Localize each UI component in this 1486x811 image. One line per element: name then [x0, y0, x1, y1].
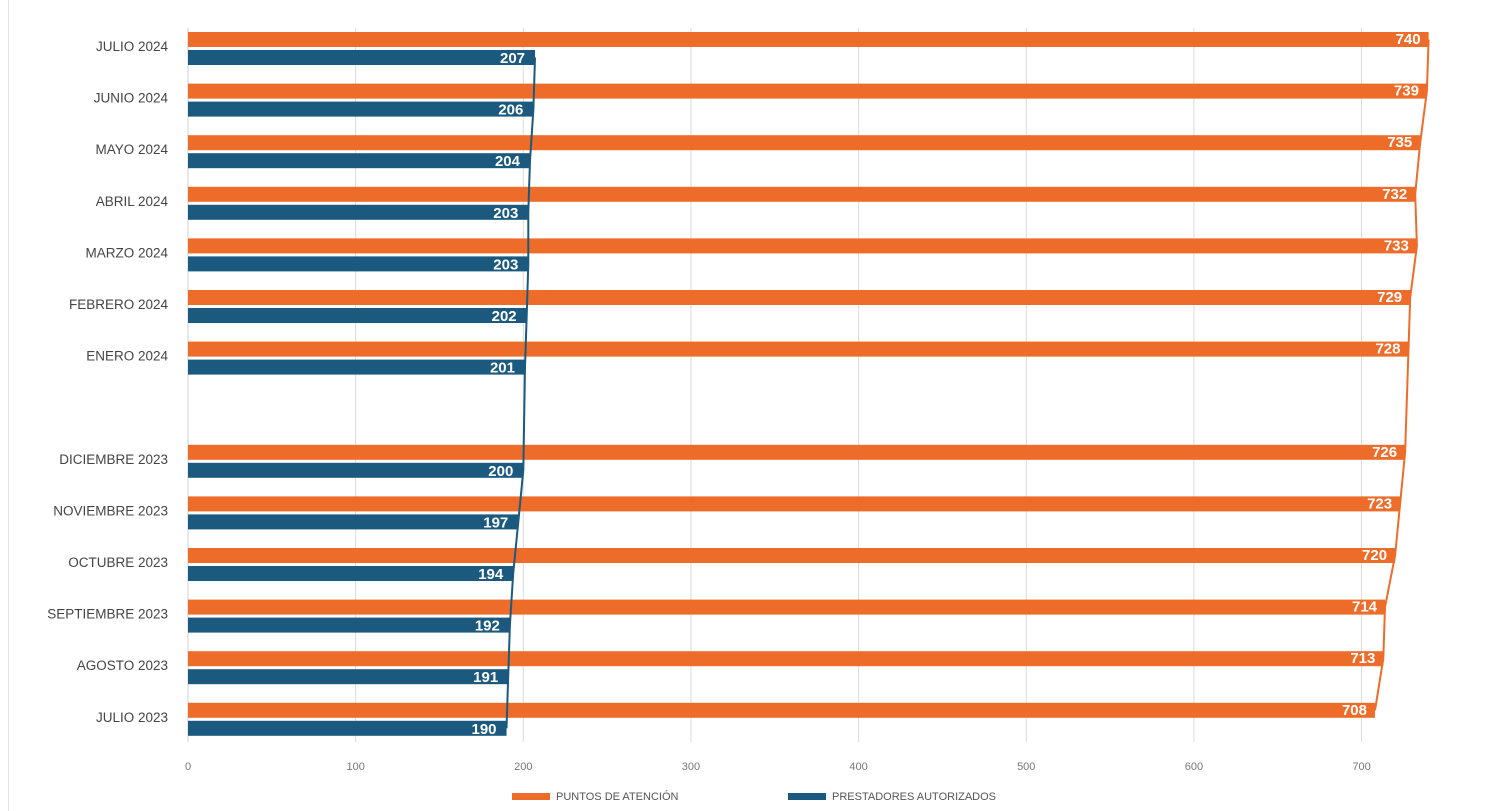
category-label: NOVIEMBRE 2023 [53, 503, 168, 518]
bar-prestadores-autorizados [188, 308, 527, 323]
bar-prestadores-autorizados [188, 256, 529, 272]
legend-swatch-puntos [512, 793, 550, 800]
bar-prestadores-autorizados [188, 566, 514, 581]
data-label-puntos: 713 [1350, 650, 1375, 667]
legend-swatch-prestadores [788, 793, 826, 800]
data-label-puntos: 720 [1362, 547, 1387, 564]
x-tick-label: 700 [1352, 761, 1370, 773]
x-tick-label: 0 [185, 761, 191, 773]
bar-puntos-de-atencion [188, 548, 1396, 563]
bar-prestadores-autorizados [188, 720, 507, 736]
data-label-puntos: 728 [1375, 341, 1400, 358]
bar-prestadores-autorizados [188, 50, 536, 65]
data-label-prestadores: 206 [498, 102, 523, 119]
x-tick-label: 600 [1185, 761, 1203, 773]
bar-puntos-de-atencion [188, 290, 1411, 305]
bar-puntos-de-atencion [188, 238, 1417, 254]
data-label-prestadores: 204 [495, 153, 521, 170]
bar-puntos-de-atencion [188, 186, 1416, 202]
data-label-prestadores: 197 [483, 514, 508, 531]
data-label-prestadores: 203 [493, 256, 518, 273]
data-label-puntos: 739 [1394, 83, 1419, 100]
legend-label-prestadores: PRESTADORES AUTORIZADOS [832, 791, 996, 803]
legend-label-puntos: PUNTOS DE ATENCIÓN [556, 790, 679, 803]
data-label-prestadores: 201 [490, 360, 515, 377]
category-label: JUNIO 2024 [94, 91, 169, 106]
bar-puntos-de-atencion [188, 651, 1384, 667]
bar-prestadores-autorizados [188, 617, 510, 633]
data-label-puntos: 735 [1387, 134, 1412, 151]
data-label-puntos: 714 [1352, 599, 1378, 616]
category-label: OCTUBRE 2023 [68, 555, 168, 570]
bar-puntos-de-atencion [188, 32, 1429, 47]
left-border-line [8, 0, 9, 811]
data-label-prestadores: 192 [475, 618, 500, 635]
data-label-prestadores: 194 [478, 566, 504, 583]
data-label-prestadores: 190 [472, 721, 497, 738]
bar-puntos-de-atencion [188, 702, 1375, 718]
trend-line-prestadores [505, 57, 536, 729]
category-label: JULIO 2024 [96, 39, 169, 54]
bar-prestadores-autorizados [188, 462, 524, 478]
bar-puntos-de-atencion [188, 599, 1386, 615]
bar-puntos-de-atencion [188, 83, 1427, 99]
bar-puntos-de-atencion [188, 135, 1421, 151]
trend-line-puntos [1374, 39, 1430, 711]
category-label: MARZO 2024 [85, 245, 168, 260]
x-tick-label: 400 [849, 761, 867, 773]
data-label-puntos: 740 [1396, 31, 1421, 48]
data-label-prestadores: 202 [492, 308, 517, 325]
category-label: MAYO 2024 [95, 142, 168, 157]
bar-prestadores-autorizados [188, 204, 529, 220]
category-label: JULIO 2023 [96, 710, 168, 725]
x-tick-label: 100 [346, 761, 364, 773]
category-label: FEBRERO 2024 [69, 297, 169, 312]
category-label: ABRIL 2024 [96, 194, 169, 209]
data-label-prestadores: 200 [488, 463, 513, 480]
category-label: ENERO 2024 [86, 349, 168, 364]
data-label-prestadores: 207 [500, 50, 525, 67]
x-tick-label: 500 [1017, 761, 1035, 773]
data-label-prestadores: 203 [493, 205, 518, 222]
bar-prestadores-autorizados [188, 153, 531, 169]
category-label: AGOSTO 2023 [77, 658, 168, 673]
data-label-puntos: 733 [1384, 237, 1409, 254]
category-label: SEPTIEMBRE 2023 [47, 607, 168, 622]
bar-puntos-de-atencion [188, 444, 1406, 460]
data-label-puntos: 729 [1377, 289, 1402, 306]
category-label: DICIEMBRE 2023 [59, 452, 168, 467]
bar-prestadores-autorizados [188, 669, 509, 685]
bar-puntos-de-atencion [188, 341, 1409, 357]
data-label-prestadores: 191 [473, 669, 498, 686]
data-label-puntos: 723 [1367, 495, 1392, 512]
x-tick-label: 300 [682, 761, 700, 773]
data-label-puntos: 708 [1342, 702, 1367, 719]
data-label-puntos: 726 [1372, 444, 1397, 461]
bar-prestadores-autorizados [188, 101, 534, 117]
bar-prestadores-autorizados [188, 359, 525, 375]
data-label-puntos: 732 [1382, 186, 1407, 203]
bar-puntos-de-atencion [188, 496, 1401, 512]
bar-prestadores-autorizados [188, 514, 519, 530]
x-tick-label: 200 [514, 761, 532, 773]
